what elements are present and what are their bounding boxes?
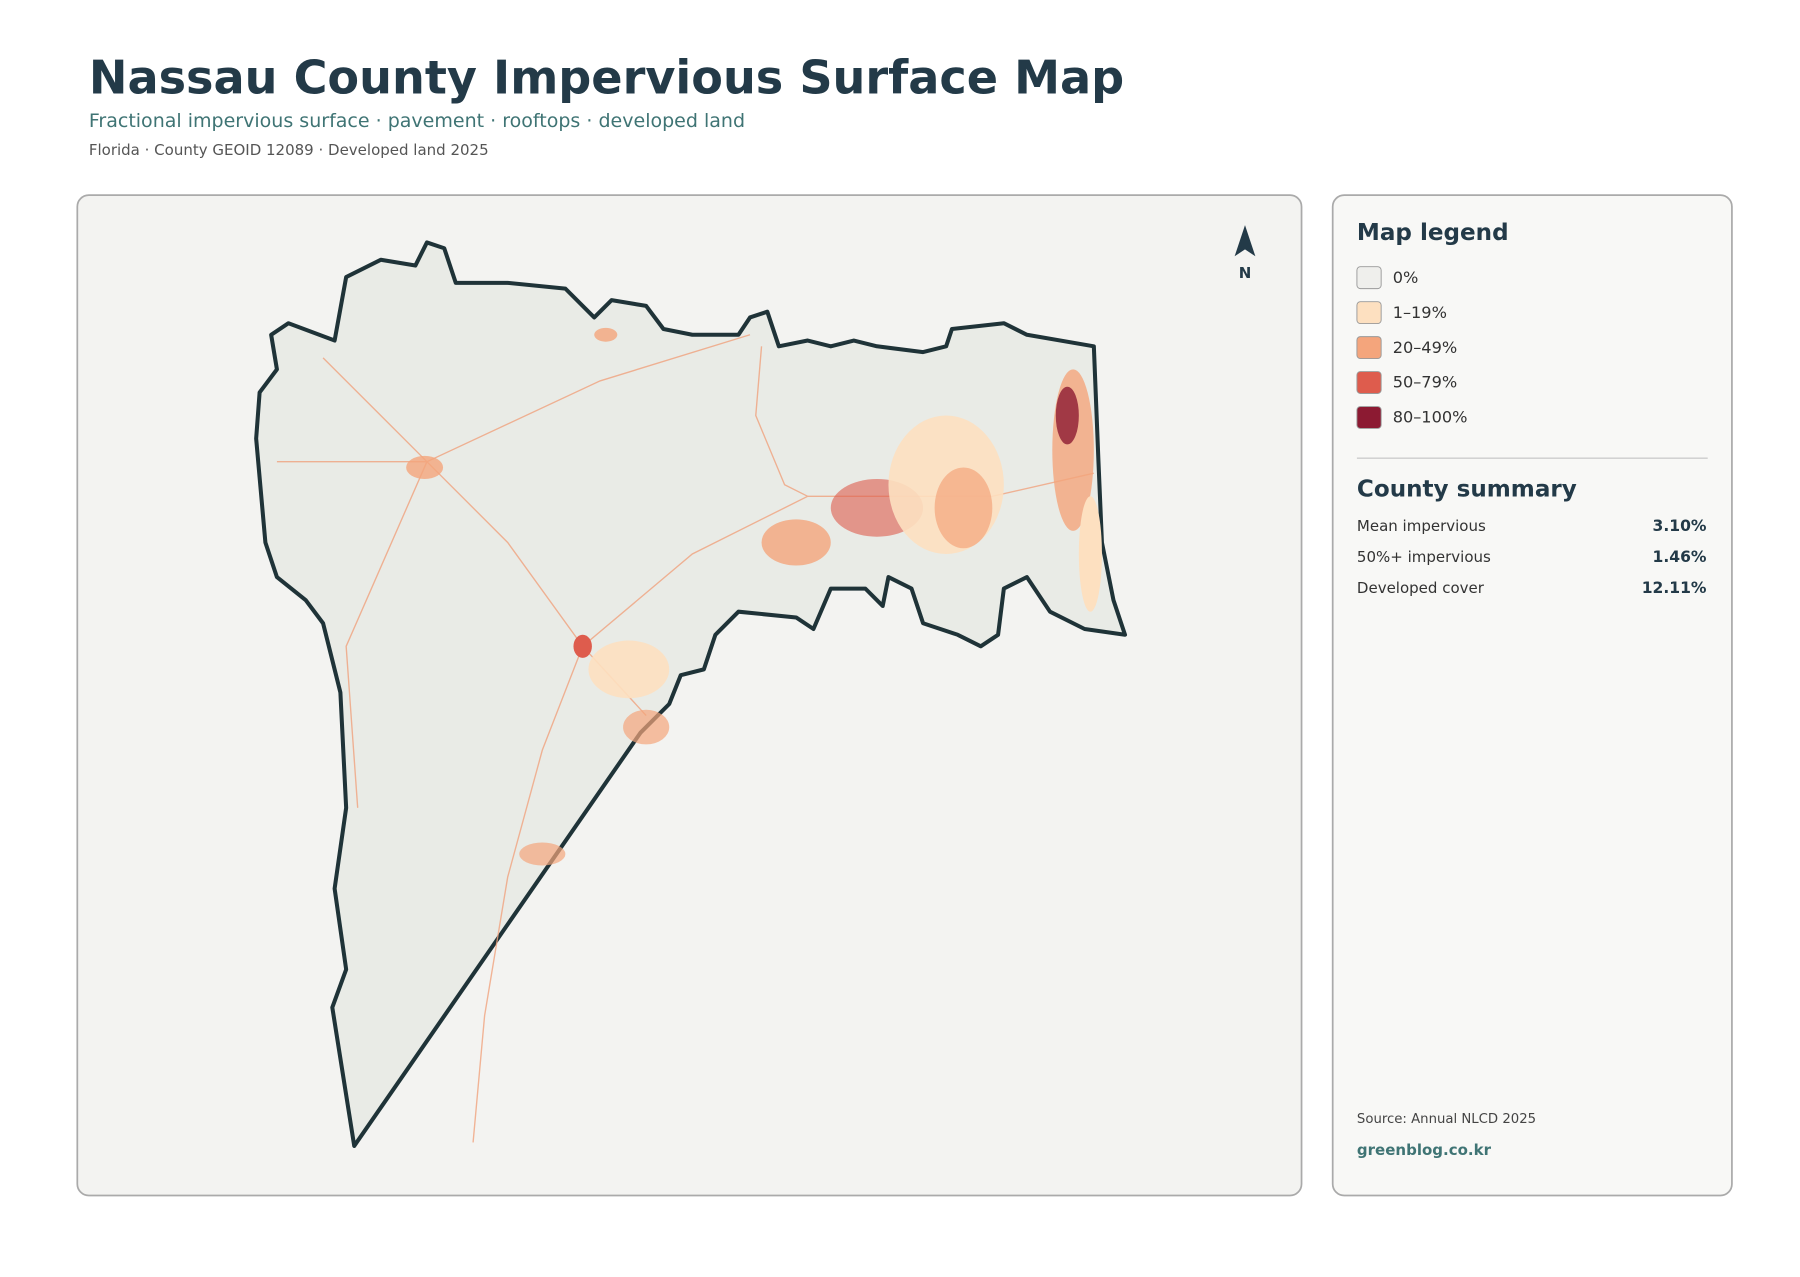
county-map [254,240,1128,1148]
legend-swatch [1356,301,1382,325]
sidebar [1331,194,1733,1197]
legend-label: 1–19% [1393,303,1447,322]
legend-label: 80–100% [1393,408,1468,427]
summary-label: 50%+ impervious [1357,548,1491,566]
legend-swatch [1356,406,1382,429]
legend-label: 0% [1393,268,1419,287]
summary-title: County summary [1357,476,1577,502]
legend-swatch [1356,266,1382,290]
summary-value: 12.11% [1642,579,1707,597]
title: Nassau County Impervious Surface Map [89,51,1124,105]
legend: 0% 1–19% 20–49% 50–79% 80–100% [1356,266,1468,429]
legend-swatch [1356,371,1382,394]
legend-label: 20–49% [1393,338,1457,357]
summary-value: 1.46% [1653,548,1707,566]
north-arrow-icon [1234,225,1256,257]
summary-label: Developed cover [1357,579,1485,597]
summary-label: Mean impervious [1357,517,1486,535]
source: Source: Annual NLCD 2025 [1357,1112,1536,1127]
north-arrow: N [1234,225,1256,282]
legend-title: Map legend [1357,220,1509,246]
subtitle: Fractional impervious surface · pavement… [89,110,745,132]
brand: greenblog.co.kr [1357,1141,1492,1159]
legend-swatch [1356,336,1382,360]
summary: Mean impervious 3.10% 50%+ impervious 1.46%… [1357,517,1707,597]
development-patches [406,327,1102,866]
summary-value: 3.10% [1653,517,1707,535]
legend-label: 50–79% [1393,373,1457,392]
north-label: N [1239,264,1252,282]
meta: Florida · County GEOID 12089 · Developed… [89,141,489,159]
